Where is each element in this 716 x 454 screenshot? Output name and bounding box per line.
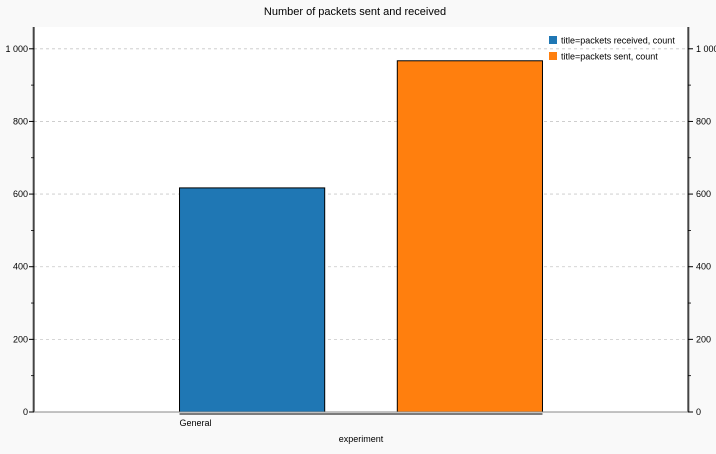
- right-tick-label: 200: [696, 334, 711, 344]
- bars: [179, 60, 543, 413]
- x-axis: General: [179, 413, 543, 428]
- x-tick-label: General: [180, 418, 212, 428]
- right-tick-label: 400: [696, 262, 711, 272]
- left-tick-label: 200: [13, 334, 28, 344]
- left-tick-label: 600: [13, 189, 28, 199]
- legend-label: title=packets received, count: [561, 36, 675, 46]
- right-y-axis: 0 200 400 600 800 1 000: [688, 44, 716, 417]
- axes: [32, 27, 690, 413]
- left-tick-label: 800: [13, 116, 28, 126]
- x-axis-label: experiment: [339, 434, 384, 444]
- legend-label: title=packets sent, count: [561, 52, 658, 62]
- right-tick-label: 1 000: [696, 44, 716, 54]
- plot-area: [34, 27, 688, 412]
- left-tick-label: 0: [23, 407, 28, 417]
- grid-lines: [34, 48, 688, 340]
- bar: [396, 60, 543, 413]
- right-tick-label: 800: [696, 116, 711, 126]
- right-tick-label: 600: [696, 189, 711, 199]
- legend: title=packets received, count title=packe…: [549, 36, 675, 62]
- left-tick-label: 400: [13, 262, 28, 272]
- legend-swatch: [549, 52, 557, 60]
- chart-title: Number of packets sent and received: [264, 6, 446, 18]
- right-tick-label: 0: [696, 407, 701, 417]
- left-tick-label: 1 000: [5, 44, 28, 54]
- left-y-axis: 0 200 400 600 800 1 000: [5, 44, 34, 417]
- bar: [179, 187, 326, 413]
- legend-swatch: [549, 36, 557, 44]
